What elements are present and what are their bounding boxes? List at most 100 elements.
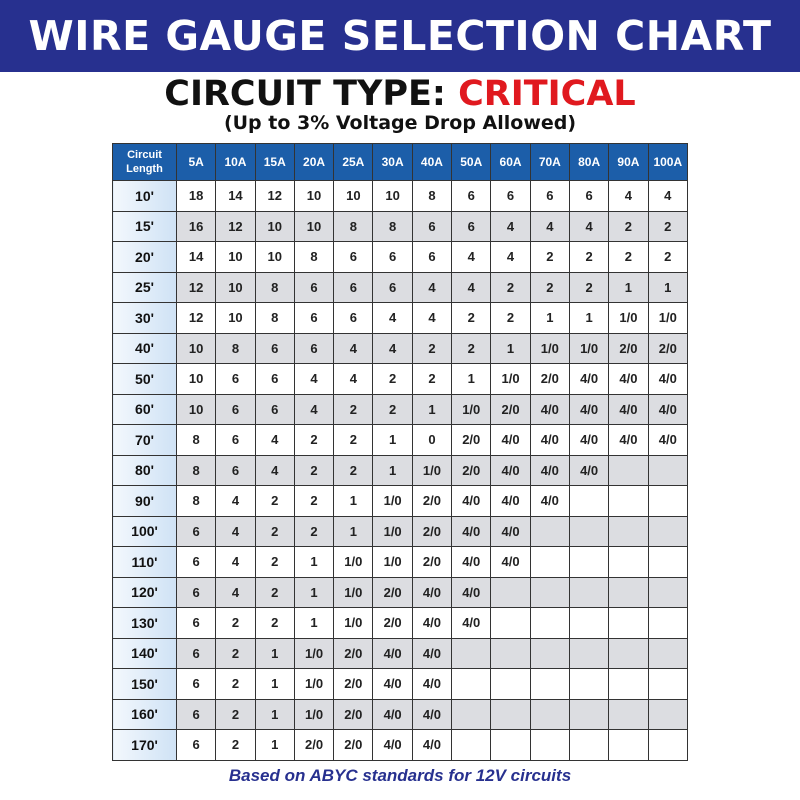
gauge-cell: 1 <box>333 515 374 547</box>
gauge-cell <box>568 515 610 547</box>
gauge-cell: 6 <box>175 515 217 547</box>
gauge-cell: 14 <box>215 180 256 212</box>
gauge-cell: 6 <box>411 210 453 242</box>
gauge-cell <box>647 607 689 639</box>
gauge-cell <box>647 485 689 517</box>
gauge-cell: 4 <box>293 363 335 395</box>
gauge-cell: 2 <box>254 515 295 547</box>
table-row: 15' 16 12 10 10 8 8 6 6 4 4 4 2 2 <box>112 210 689 242</box>
gauge-cell: 2 <box>254 607 295 639</box>
gauge-cell: 1/0 <box>293 668 335 700</box>
column-header: 5A <box>175 143 217 181</box>
gauge-cell: 1/0 <box>333 607 374 639</box>
gauge-cell: 1/0 <box>529 332 570 364</box>
gauge-cell: 4/0 <box>372 729 413 761</box>
gauge-cell: 2 <box>411 363 453 395</box>
table-row: 80' 8 6 4 2 2 1 1/0 2/0 4/0 4/0 4/0 <box>112 454 689 486</box>
circuit-length-cell: 80' <box>112 454 177 486</box>
header-row: Circuit Length 5A 10A 15A 20A 25A 30A 40A 50A 60… <box>112 143 689 181</box>
gauge-cell: 2 <box>215 698 256 730</box>
column-header: 10A <box>215 143 256 181</box>
column-header: 50A <box>451 143 492 181</box>
gauge-cell: 6 <box>372 271 413 303</box>
gauge-cell: 1/0 <box>372 515 413 547</box>
gauge-cell: 10 <box>215 241 256 273</box>
gauge-cell <box>451 729 492 761</box>
gauge-cell: 10 <box>175 363 217 395</box>
gauge-cell: 4/0 <box>608 393 649 425</box>
gauge-cell: 4/0 <box>372 637 413 669</box>
circuit-length-cell: 140' <box>112 637 177 669</box>
gauge-cell: 4/0 <box>411 729 453 761</box>
gauge-cell: 4 <box>254 454 295 486</box>
gauge-cell: 2/0 <box>293 729 335 761</box>
circuit-type-heading: CIRCUIT TYPE: CRITICAL <box>0 74 800 114</box>
gauge-cell <box>490 668 531 700</box>
gauge-cell <box>647 454 689 486</box>
table-row: 100' 6 4 2 2 1 1/0 2/0 4/0 4/0 <box>112 515 689 547</box>
gauge-cell: 4 <box>254 424 295 456</box>
gauge-cell: 8 <box>254 271 295 303</box>
gauge-cell: 2 <box>215 637 256 669</box>
gauge-cell: 2 <box>608 210 649 242</box>
gauge-cell: 18 <box>175 180 217 212</box>
column-header: 15A <box>254 143 295 181</box>
gauge-cell: 8 <box>254 302 295 334</box>
gauge-cell: 6 <box>175 576 217 608</box>
circuit-length-cell: 15' <box>112 210 177 242</box>
circuit-length-cell: 50' <box>112 363 177 395</box>
gauge-cell: 6 <box>333 271 374 303</box>
gauge-cell: 8 <box>175 454 217 486</box>
gauge-cell: 10 <box>293 210 335 242</box>
table-row: 10' 18 14 12 10 10 10 8 6 6 6 6 4 4 <box>112 180 689 212</box>
gauge-cell: 1 <box>254 668 295 700</box>
gauge-cell: 14 <box>175 241 217 273</box>
title-banner: WIRE GAUGE SELECTION CHART <box>0 0 800 72</box>
gauge-cell: 4/0 <box>529 393 570 425</box>
gauge-cell: 1 <box>608 271 649 303</box>
gauge-cell: 10 <box>333 180 374 212</box>
gauge-cell: 1/0 <box>647 302 689 334</box>
circuit-length-cell: 110' <box>112 546 177 578</box>
gauge-cell: 4/0 <box>451 485 492 517</box>
gauge-cell: 2 <box>215 668 256 700</box>
gauge-cell: 6 <box>529 180 570 212</box>
gauge-cell: 4 <box>215 515 256 547</box>
gauge-cell <box>568 485 610 517</box>
gauge-cell: 2/0 <box>333 729 374 761</box>
gauge-cell: 2 <box>529 271 570 303</box>
table-row: 150' 6 2 1 1/0 2/0 4/0 4/0 <box>112 668 689 700</box>
gauge-cell: 2/0 <box>647 332 689 364</box>
gauge-cell: 4/0 <box>608 363 649 395</box>
gauge-cell: 2 <box>608 241 649 273</box>
table-row: 50' 10 6 6 4 4 2 2 1 1/0 2/0 4/0 4/0 4/0 <box>112 363 689 395</box>
gauge-cell: 1 <box>333 485 374 517</box>
gauge-cell: 6 <box>215 424 256 456</box>
gauge-cell: 4 <box>451 271 492 303</box>
gauge-cell: 4 <box>608 180 649 212</box>
gauge-cell: 8 <box>175 424 217 456</box>
gauge-cell <box>568 576 610 608</box>
gauge-cell: 10 <box>293 180 335 212</box>
circuit-length-cell: 20' <box>112 241 177 273</box>
gauge-cell: 4/0 <box>451 607 492 639</box>
gauge-cell: 10 <box>372 180 413 212</box>
gauge-cell: 4/0 <box>568 454 610 486</box>
gauge-cell: 4/0 <box>372 668 413 700</box>
gauge-cell: 2 <box>647 210 689 242</box>
gauge-cell <box>568 546 610 578</box>
gauge-cell: 8 <box>175 485 217 517</box>
gauge-cell: 4 <box>568 210 610 242</box>
column-header: 80A <box>568 143 610 181</box>
gauge-cell: 1/0 <box>568 332 610 364</box>
gauge-cell <box>608 546 649 578</box>
gauge-cell <box>451 668 492 700</box>
circuit-length-cell: 25' <box>112 271 177 303</box>
gauge-cell: 1 <box>293 546 335 578</box>
gauge-cell: 1 <box>411 393 453 425</box>
gauge-cell: 2/0 <box>372 607 413 639</box>
gauge-cell: 1/0 <box>372 485 413 517</box>
gauge-cell: 6 <box>175 698 217 730</box>
gauge-cell <box>608 454 649 486</box>
wire-gauge-table: Circuit Length 5A 10A 15A 20A 25A 30A 40A 50A 60… <box>112 143 689 761</box>
